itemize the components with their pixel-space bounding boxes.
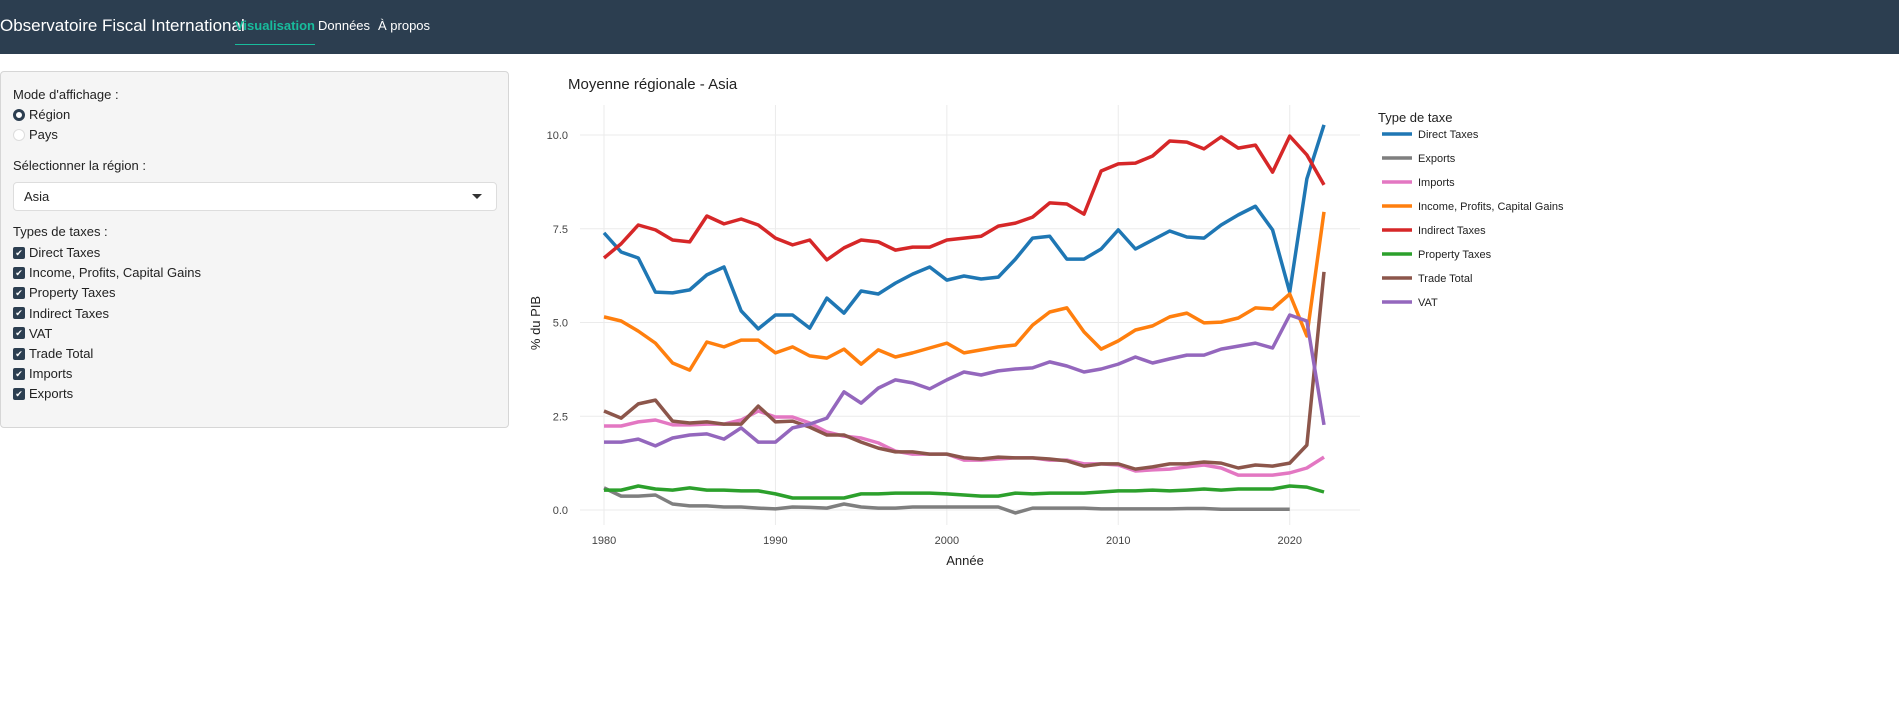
nav-visualisation[interactable]: Visualisation — [235, 18, 315, 45]
series-line-direct-taxes — [602, 124, 1326, 331]
y-tick-label: 2.5 — [553, 411, 568, 423]
brand-title: Observatoire Fiscal International — [0, 16, 245, 35]
x-tick-label: 2020 — [1277, 535, 1301, 547]
checkbox-tax[interactable]: ✔ Income, Profits, Capital Gains — [13, 265, 201, 280]
checkbox-label: Imports — [29, 366, 73, 382]
sidebar-panel: Mode d'affichage : Région Pays Sélection… — [0, 71, 509, 428]
chevron-down-icon — [472, 194, 482, 199]
checkbox-label: Trade Total — [29, 346, 94, 361]
checkbox-checked-icon[interactable]: ✔ — [13, 307, 25, 320]
legend-item: Imports — [1418, 177, 1455, 189]
checkbox-tax[interactable]: ✔ Indirect Taxes — [13, 306, 109, 321]
y-tick-label: 7.5 — [553, 224, 568, 236]
region-value: Asia — [24, 189, 50, 204]
checkbox-label: VAT — [29, 325, 53, 341]
checkbox-checked-icon[interactable]: ✔ — [13, 387, 25, 400]
radio-label: Région — [29, 107, 71, 122]
series-line-property-taxes — [604, 484, 1325, 500]
checkbox-tax[interactable]: ✔ Imports — [13, 366, 72, 381]
legend-item: VAT — [1418, 297, 1438, 309]
legend-item: Direct Taxes — [1418, 129, 1479, 141]
radio-label: Pays — [29, 127, 58, 142]
checkbox-label: Property Taxes — [29, 285, 116, 301]
nav-a-propos[interactable]: À propos — [378, 18, 431, 33]
x-tick-label: 2000 — [935, 535, 959, 547]
checkbox-checked-icon[interactable]: ✔ — [13, 246, 25, 259]
legend-item: Income, Profits, Capital Gains — [1418, 201, 1564, 213]
legend-item: Trade Total — [1418, 273, 1472, 285]
series-line-vat — [604, 313, 1326, 448]
taxes-label: Types de taxes : — [13, 224, 108, 239]
series-line-imports — [604, 409, 1325, 477]
checkbox-checked-icon[interactable]: ✔ — [13, 327, 25, 340]
series-line-indirect-taxes — [602, 134, 1326, 262]
series-line-trade-total — [603, 271, 1326, 471]
legend-title: Type de taxe — [1378, 110, 1452, 125]
x-axis-label: Année — [946, 553, 984, 568]
checkbox-checked-icon[interactable]: ✔ — [13, 266, 25, 279]
x-tick-label: 2010 — [1106, 535, 1130, 547]
region-select[interactable]: Asia — [13, 182, 497, 211]
checkbox-tax[interactable]: ✔ Trade Total — [13, 346, 93, 361]
radio-empty-icon[interactable] — [13, 128, 25, 141]
navbar: Observatoire Fiscal International Visual… — [0, 0, 1899, 54]
checkbox-label: Indirect Taxes — [29, 305, 109, 321]
checkbox-label: Income, Profits, Capital Gains — [29, 265, 201, 281]
checkbox-tax[interactable]: ✔ Property Taxes — [13, 285, 115, 300]
series-line-exports — [603, 486, 1290, 515]
radio-pays[interactable]: Pays — [13, 127, 58, 142]
radio-selected-icon[interactable] — [13, 108, 25, 121]
checkbox-label: Exports — [29, 386, 74, 402]
y-tick-label: 0.0 — [553, 505, 568, 517]
checkbox-tax[interactable]: ✔ Exports — [13, 386, 73, 401]
y-tick-label: 10.0 — [547, 130, 568, 142]
checkbox-checked-icon[interactable]: ✔ — [13, 286, 25, 299]
legend-item: Indirect Taxes — [1418, 225, 1486, 237]
checkbox-tax[interactable]: ✔ VAT — [13, 326, 52, 341]
y-tick-label: 5.0 — [553, 318, 568, 330]
checkbox-label: Direct Taxes — [29, 245, 101, 260]
checkbox-checked-icon[interactable]: ✔ — [13, 347, 25, 360]
checkbox-checked-icon[interactable]: ✔ — [13, 367, 25, 380]
series-line-income-profits-capital-gains — [603, 211, 1326, 372]
legend-item: Exports — [1418, 153, 1456, 165]
nav-donnees[interactable]: Données — [318, 18, 371, 33]
radio-region[interactable]: Région — [13, 107, 70, 122]
checkbox-tax[interactable]: ✔ Direct Taxes — [13, 245, 100, 260]
region-label: Sélectionner la région : — [13, 158, 146, 173]
x-tick-label: 1990 — [763, 535, 787, 547]
x-tick-label: 1980 — [592, 535, 616, 547]
mode-label: Mode d'affichage : — [13, 87, 119, 102]
y-axis-label: % du PIB — [528, 296, 543, 350]
legend-item: Property Taxes — [1418, 249, 1492, 261]
chart-title: Moyenne régionale - Asia — [568, 76, 738, 93]
